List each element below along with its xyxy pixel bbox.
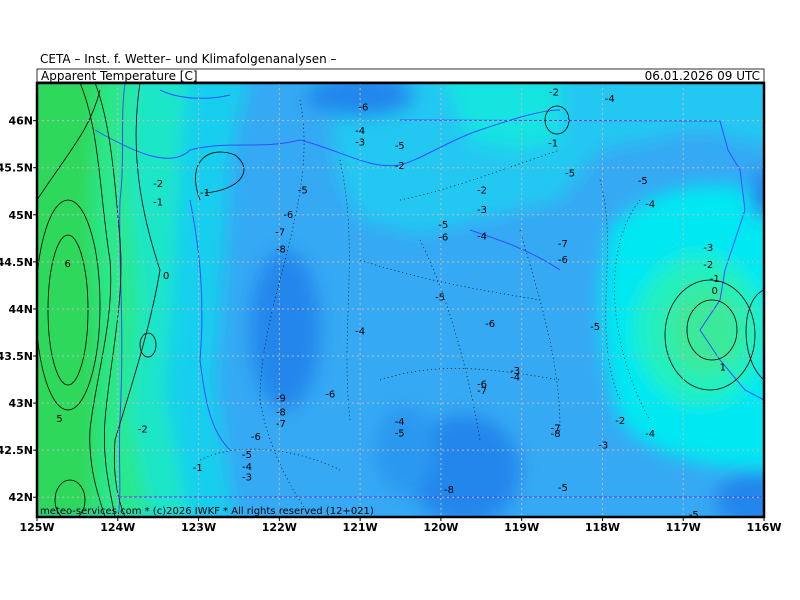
contour-label: -6 bbox=[558, 255, 568, 266]
dashed-contours bbox=[199, 99, 651, 517]
contour-label: -5 bbox=[590, 322, 600, 333]
contour-label: -4 bbox=[355, 126, 365, 137]
x-tick-label: 119W bbox=[504, 521, 539, 534]
x-tick-label: 123W bbox=[181, 521, 216, 534]
contour-labels: -6-4-3 -5-2-2-4-1-5-5-4-2-3-5-6-7-8-5-6 -4… bbox=[56, 87, 726, 521]
contour-label: -4 bbox=[242, 462, 252, 473]
contour-label: -5 bbox=[689, 510, 699, 521]
contour-label: -8 bbox=[276, 245, 286, 256]
contour-label: -2 bbox=[138, 425, 148, 436]
contour-label: -6 bbox=[325, 390, 335, 401]
contour-label: -6 bbox=[485, 319, 495, 330]
contour-label: 1 bbox=[720, 362, 726, 373]
contour-label: -3 bbox=[355, 137, 365, 148]
contour-label: -5 bbox=[395, 428, 405, 439]
contour-label: -7 bbox=[276, 419, 286, 430]
map-frame bbox=[35, 81, 766, 519]
contour-label: -4 bbox=[510, 373, 520, 384]
contour-label: -3 bbox=[242, 473, 252, 484]
contour-label: -4 bbox=[605, 94, 615, 105]
y-tick-label: 45.5N bbox=[0, 162, 33, 175]
x-tick-label: 125W bbox=[19, 521, 54, 534]
contour-label: -2 bbox=[703, 260, 713, 271]
contour-label: -3 bbox=[477, 205, 487, 216]
contour-label: -4 bbox=[355, 327, 365, 338]
y-tick-label: 42N bbox=[8, 491, 33, 504]
contour-label: -3 bbox=[510, 366, 520, 377]
y-tick-label: 42.5N bbox=[0, 444, 33, 457]
contour-label: -3 bbox=[703, 243, 713, 254]
valid-time: 06.01.2026 09 UTC bbox=[645, 69, 760, 83]
contour-label: -5 bbox=[242, 450, 252, 461]
contour-label: 6 bbox=[65, 259, 71, 270]
contour-label: -4 bbox=[645, 200, 655, 211]
institution: CETA – Inst. f. Wetter– und Klimafolgena… bbox=[40, 52, 337, 66]
y-tick-label: 43.5N bbox=[0, 350, 33, 363]
contour-label: -5 bbox=[435, 293, 445, 304]
contour-label: -4 bbox=[395, 417, 405, 428]
x-tick-label: 120W bbox=[423, 521, 458, 534]
contour-label: -6 bbox=[438, 232, 448, 243]
x-tick-label: 121W bbox=[343, 521, 378, 534]
contour-label: -5 bbox=[638, 176, 648, 187]
contour-label: -5 bbox=[558, 483, 568, 494]
contour-label: -2 bbox=[549, 87, 559, 98]
contour-label: 0 bbox=[163, 271, 169, 282]
contour-label: -6 bbox=[477, 379, 487, 390]
contour-label: -3 bbox=[598, 441, 608, 452]
y-tick-label: 43N bbox=[8, 397, 33, 410]
contour-label: -7 bbox=[558, 239, 568, 250]
y-tick-label: 46N bbox=[8, 115, 33, 128]
contour-label: -1 bbox=[200, 188, 210, 199]
contour-label: -7 bbox=[551, 424, 561, 435]
contour-label: -1 bbox=[710, 274, 720, 285]
contour-label: -8 bbox=[551, 429, 561, 440]
contour-label: -8 bbox=[444, 485, 454, 496]
field bbox=[37, 83, 764, 517]
contour-label: -2 bbox=[477, 185, 487, 196]
contour-label: -5 bbox=[298, 185, 308, 196]
y-tick-label: 44N bbox=[8, 303, 33, 316]
contour-label: -7 bbox=[275, 228, 285, 239]
x-tick-label: 116W bbox=[746, 521, 781, 534]
x-tick-label: 124W bbox=[100, 521, 135, 534]
x-tick-label: 122W bbox=[262, 521, 297, 534]
contour-label: -2 bbox=[395, 161, 405, 172]
y-tick-label: 45N bbox=[8, 209, 33, 222]
axis-ticks: 125W 124W 123W 122W 121W 120W 119W 118W 117W 116W… bbox=[0, 115, 782, 534]
contour-label: -6 bbox=[358, 103, 368, 114]
contour-label: -5 bbox=[565, 168, 575, 179]
contour-label: 0 bbox=[712, 286, 718, 297]
contour-label: -4 bbox=[645, 429, 655, 440]
contour-label: -6 bbox=[283, 210, 293, 221]
credit: meteo-services.com * (c)2026 IWKF * All … bbox=[40, 506, 374, 517]
contour-label: -8 bbox=[276, 408, 286, 419]
x-tick-label: 118W bbox=[585, 521, 620, 534]
contours bbox=[37, 83, 764, 517]
contour-label: -1 bbox=[548, 138, 558, 149]
contour-label: -4 bbox=[477, 232, 487, 243]
contour-label: -5 bbox=[438, 220, 448, 231]
contour-label: -9 bbox=[276, 393, 286, 404]
contour-label: -1 bbox=[153, 198, 163, 209]
contour-label: 5 bbox=[56, 414, 62, 425]
x-tick-label: 117W bbox=[666, 521, 701, 534]
contour-label: -2 bbox=[153, 179, 163, 190]
contour-label: -2 bbox=[615, 416, 625, 427]
map-title: Apparent Temperature [C] bbox=[41, 69, 198, 83]
contour-label: -5 bbox=[395, 141, 405, 152]
contour-label: -7 bbox=[477, 386, 487, 397]
contour-label: -1 bbox=[193, 463, 203, 474]
y-tick-label: 44.5N bbox=[0, 256, 33, 269]
contour-label: -6 bbox=[251, 432, 261, 443]
